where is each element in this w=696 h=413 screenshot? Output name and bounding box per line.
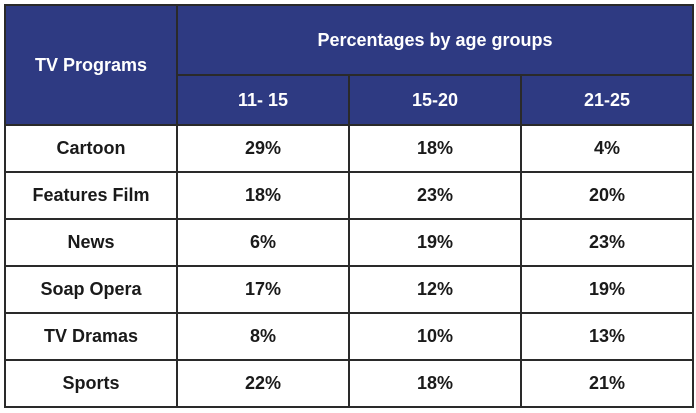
table-row: News 6% 19% 23% (4, 218, 694, 267)
table-cell: 6% (176, 218, 350, 267)
table-row: Sports 22% 18% 21% (4, 359, 694, 408)
table-row: Cartoon 29% 18% 4% (4, 124, 694, 173)
table-body: Cartoon 29% 18% 4% Features Film 18% 23%… (4, 124, 694, 408)
table-row: Soap Opera 17% 12% 19% (4, 265, 694, 314)
table-cell: 18% (348, 359, 522, 408)
group-header-cell: Percentages by age groups (176, 4, 694, 76)
row-header-cell: TV Programs (4, 4, 178, 126)
table-cell: 10% (348, 312, 522, 361)
table-cell: 20% (520, 171, 694, 220)
column-header-age-21-25: 21-25 (520, 74, 694, 126)
table-cell: 29% (176, 124, 350, 173)
data-table-container: TV Programs Percentages by age groups 11… (4, 4, 694, 409)
column-header-age-15-20: 15-20 (348, 74, 522, 126)
table-cell: 23% (520, 218, 694, 267)
row-label: Soap Opera (4, 265, 178, 314)
table-cell: 18% (176, 171, 350, 220)
column-header-age-11-15: 11- 15 (176, 74, 350, 126)
table-cell: 17% (176, 265, 350, 314)
table-cell: 19% (348, 218, 522, 267)
table-cell: 18% (348, 124, 522, 173)
table-cell: 4% (520, 124, 694, 173)
row-label: Cartoon (4, 124, 178, 173)
table-cell: 22% (176, 359, 350, 408)
table-header: TV Programs Percentages by age groups 11… (4, 4, 694, 126)
table-cell: 12% (348, 265, 522, 314)
table-row: TV Dramas 8% 10% 13% (4, 312, 694, 361)
tv-programs-table: TV Programs Percentages by age groups 11… (4, 4, 694, 408)
table-cell: 21% (520, 359, 694, 408)
table-cell: 19% (520, 265, 694, 314)
table-row: Features Film 18% 23% 20% (4, 171, 694, 220)
header-row-top: TV Programs Percentages by age groups (4, 4, 694, 126)
row-label: TV Dramas (4, 312, 178, 361)
table-cell: 13% (520, 312, 694, 361)
row-label: Features Film (4, 171, 178, 220)
table-cell: 8% (176, 312, 350, 361)
header-row-sub: 11- 15 15-20 21-25 (5, 74, 694, 126)
row-label: News (4, 218, 178, 267)
table-cell: 23% (348, 171, 522, 220)
row-label: Sports (4, 359, 178, 408)
